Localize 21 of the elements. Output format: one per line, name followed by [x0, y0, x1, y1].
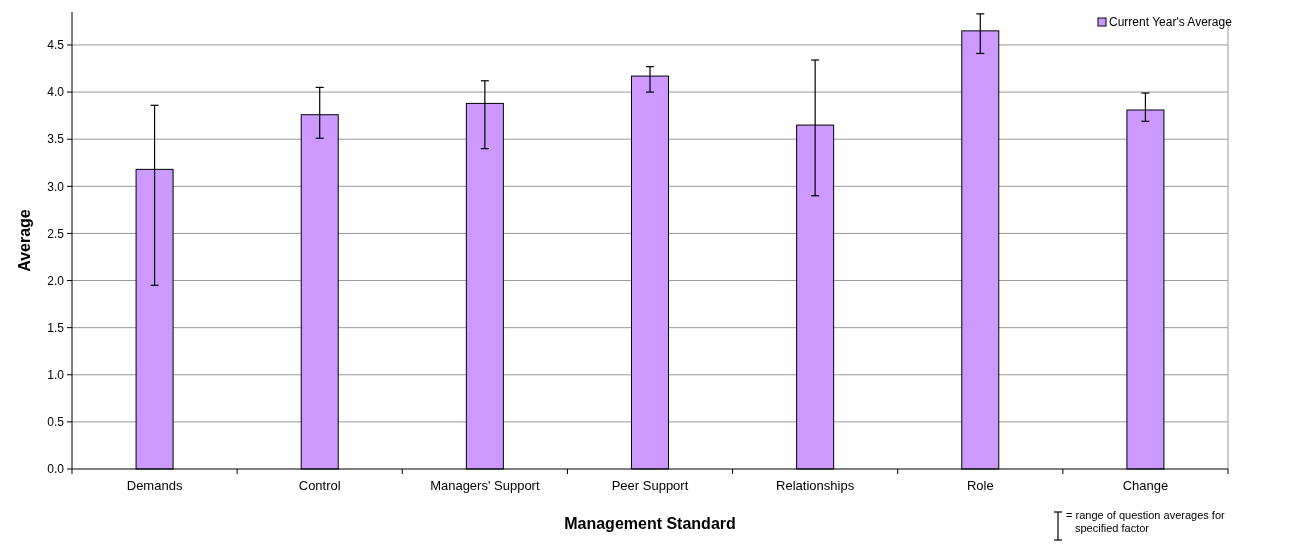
legend-label: Current Year's Average: [1109, 15, 1233, 29]
y-tick-label: 3.0: [47, 179, 65, 194]
x-tick-label: Demands: [126, 478, 183, 493]
text: = range of question averages for specified factor: [1066, 509, 1226, 534]
x-tick-label: Change: [1122, 478, 1169, 493]
y-tick-label: 4.5: [47, 38, 65, 53]
y-axis-title: Average: [16, 209, 33, 272]
x-axis-title: Management Standard: [564, 515, 736, 532]
y-tick-label: 0.0: [47, 462, 65, 477]
y-tick-label: 2.0: [47, 273, 65, 288]
x-tick-label: Role: [966, 478, 994, 493]
y-tick-label: 1.5: [47, 320, 65, 335]
x-tick-label: Relationships: [776, 478, 855, 493]
x-tick-label: Managers' Support: [430, 478, 540, 493]
y-tick-label: 4.0: [47, 85, 65, 100]
y-tick-label: 1.0: [47, 367, 65, 382]
x-tick-label: Control: [298, 478, 341, 493]
y-tick-label: 0.5: [47, 415, 65, 430]
y-tick-label: 2.5: [47, 226, 65, 241]
x-tick-label: Peer Support: [611, 478, 689, 493]
y-tick-label: 3.5: [47, 132, 65, 147]
